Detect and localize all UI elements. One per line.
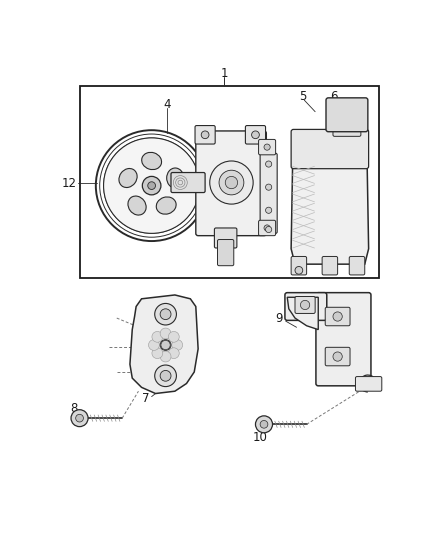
Circle shape — [265, 227, 272, 232]
Text: 1: 1 — [221, 67, 228, 80]
Circle shape — [264, 225, 270, 231]
Circle shape — [152, 332, 163, 342]
Circle shape — [160, 351, 171, 362]
FancyBboxPatch shape — [291, 130, 369, 168]
FancyBboxPatch shape — [325, 308, 350, 326]
Circle shape — [103, 138, 200, 233]
Circle shape — [333, 312, 342, 321]
FancyBboxPatch shape — [291, 256, 307, 275]
Circle shape — [148, 182, 155, 189]
FancyBboxPatch shape — [295, 296, 315, 313]
FancyBboxPatch shape — [356, 377, 382, 391]
Polygon shape — [287, 297, 318, 329]
Circle shape — [260, 421, 268, 428]
Text: 5: 5 — [299, 90, 307, 103]
Circle shape — [265, 207, 272, 213]
Circle shape — [160, 370, 171, 381]
FancyBboxPatch shape — [322, 256, 338, 275]
Text: 9: 9 — [276, 312, 283, 325]
Circle shape — [265, 184, 272, 190]
Polygon shape — [130, 295, 198, 393]
FancyBboxPatch shape — [258, 140, 276, 155]
Circle shape — [172, 340, 183, 350]
Circle shape — [219, 170, 244, 195]
Text: 10: 10 — [253, 431, 268, 444]
Circle shape — [265, 161, 272, 167]
FancyBboxPatch shape — [316, 293, 371, 386]
Circle shape — [160, 328, 171, 339]
Circle shape — [300, 301, 310, 310]
Ellipse shape — [167, 168, 184, 188]
FancyBboxPatch shape — [218, 239, 234, 265]
FancyBboxPatch shape — [325, 348, 350, 366]
Ellipse shape — [128, 196, 146, 215]
Ellipse shape — [141, 152, 162, 169]
Circle shape — [225, 176, 238, 189]
Circle shape — [201, 131, 209, 139]
Circle shape — [160, 340, 171, 350]
Text: 6: 6 — [330, 90, 338, 103]
Circle shape — [333, 352, 342, 361]
Circle shape — [160, 309, 171, 320]
Circle shape — [251, 131, 259, 139]
FancyBboxPatch shape — [196, 131, 266, 236]
Circle shape — [210, 161, 253, 204]
Circle shape — [148, 340, 159, 350]
Bar — [80, 85, 379, 278]
Circle shape — [155, 303, 177, 325]
Text: 4: 4 — [163, 98, 171, 110]
FancyBboxPatch shape — [258, 220, 276, 236]
Ellipse shape — [156, 197, 176, 214]
FancyBboxPatch shape — [326, 98, 368, 132]
FancyBboxPatch shape — [349, 256, 365, 275]
Text: 12: 12 — [61, 177, 76, 190]
Circle shape — [264, 144, 270, 150]
FancyBboxPatch shape — [285, 293, 327, 320]
Circle shape — [155, 334, 177, 356]
Circle shape — [168, 348, 179, 359]
FancyBboxPatch shape — [214, 228, 237, 248]
FancyBboxPatch shape — [260, 154, 277, 233]
Circle shape — [76, 414, 83, 422]
Text: 7: 7 — [142, 392, 150, 406]
Polygon shape — [291, 135, 369, 264]
FancyBboxPatch shape — [245, 126, 265, 144]
FancyBboxPatch shape — [195, 126, 215, 144]
Circle shape — [142, 176, 161, 195]
Circle shape — [71, 410, 88, 426]
Circle shape — [295, 266, 303, 274]
Circle shape — [155, 365, 177, 386]
Circle shape — [255, 416, 272, 433]
FancyBboxPatch shape — [333, 124, 361, 136]
Circle shape — [161, 341, 170, 350]
FancyBboxPatch shape — [171, 173, 205, 192]
Circle shape — [152, 348, 163, 359]
Ellipse shape — [119, 168, 137, 188]
Circle shape — [168, 332, 179, 342]
Text: 8: 8 — [71, 402, 78, 415]
